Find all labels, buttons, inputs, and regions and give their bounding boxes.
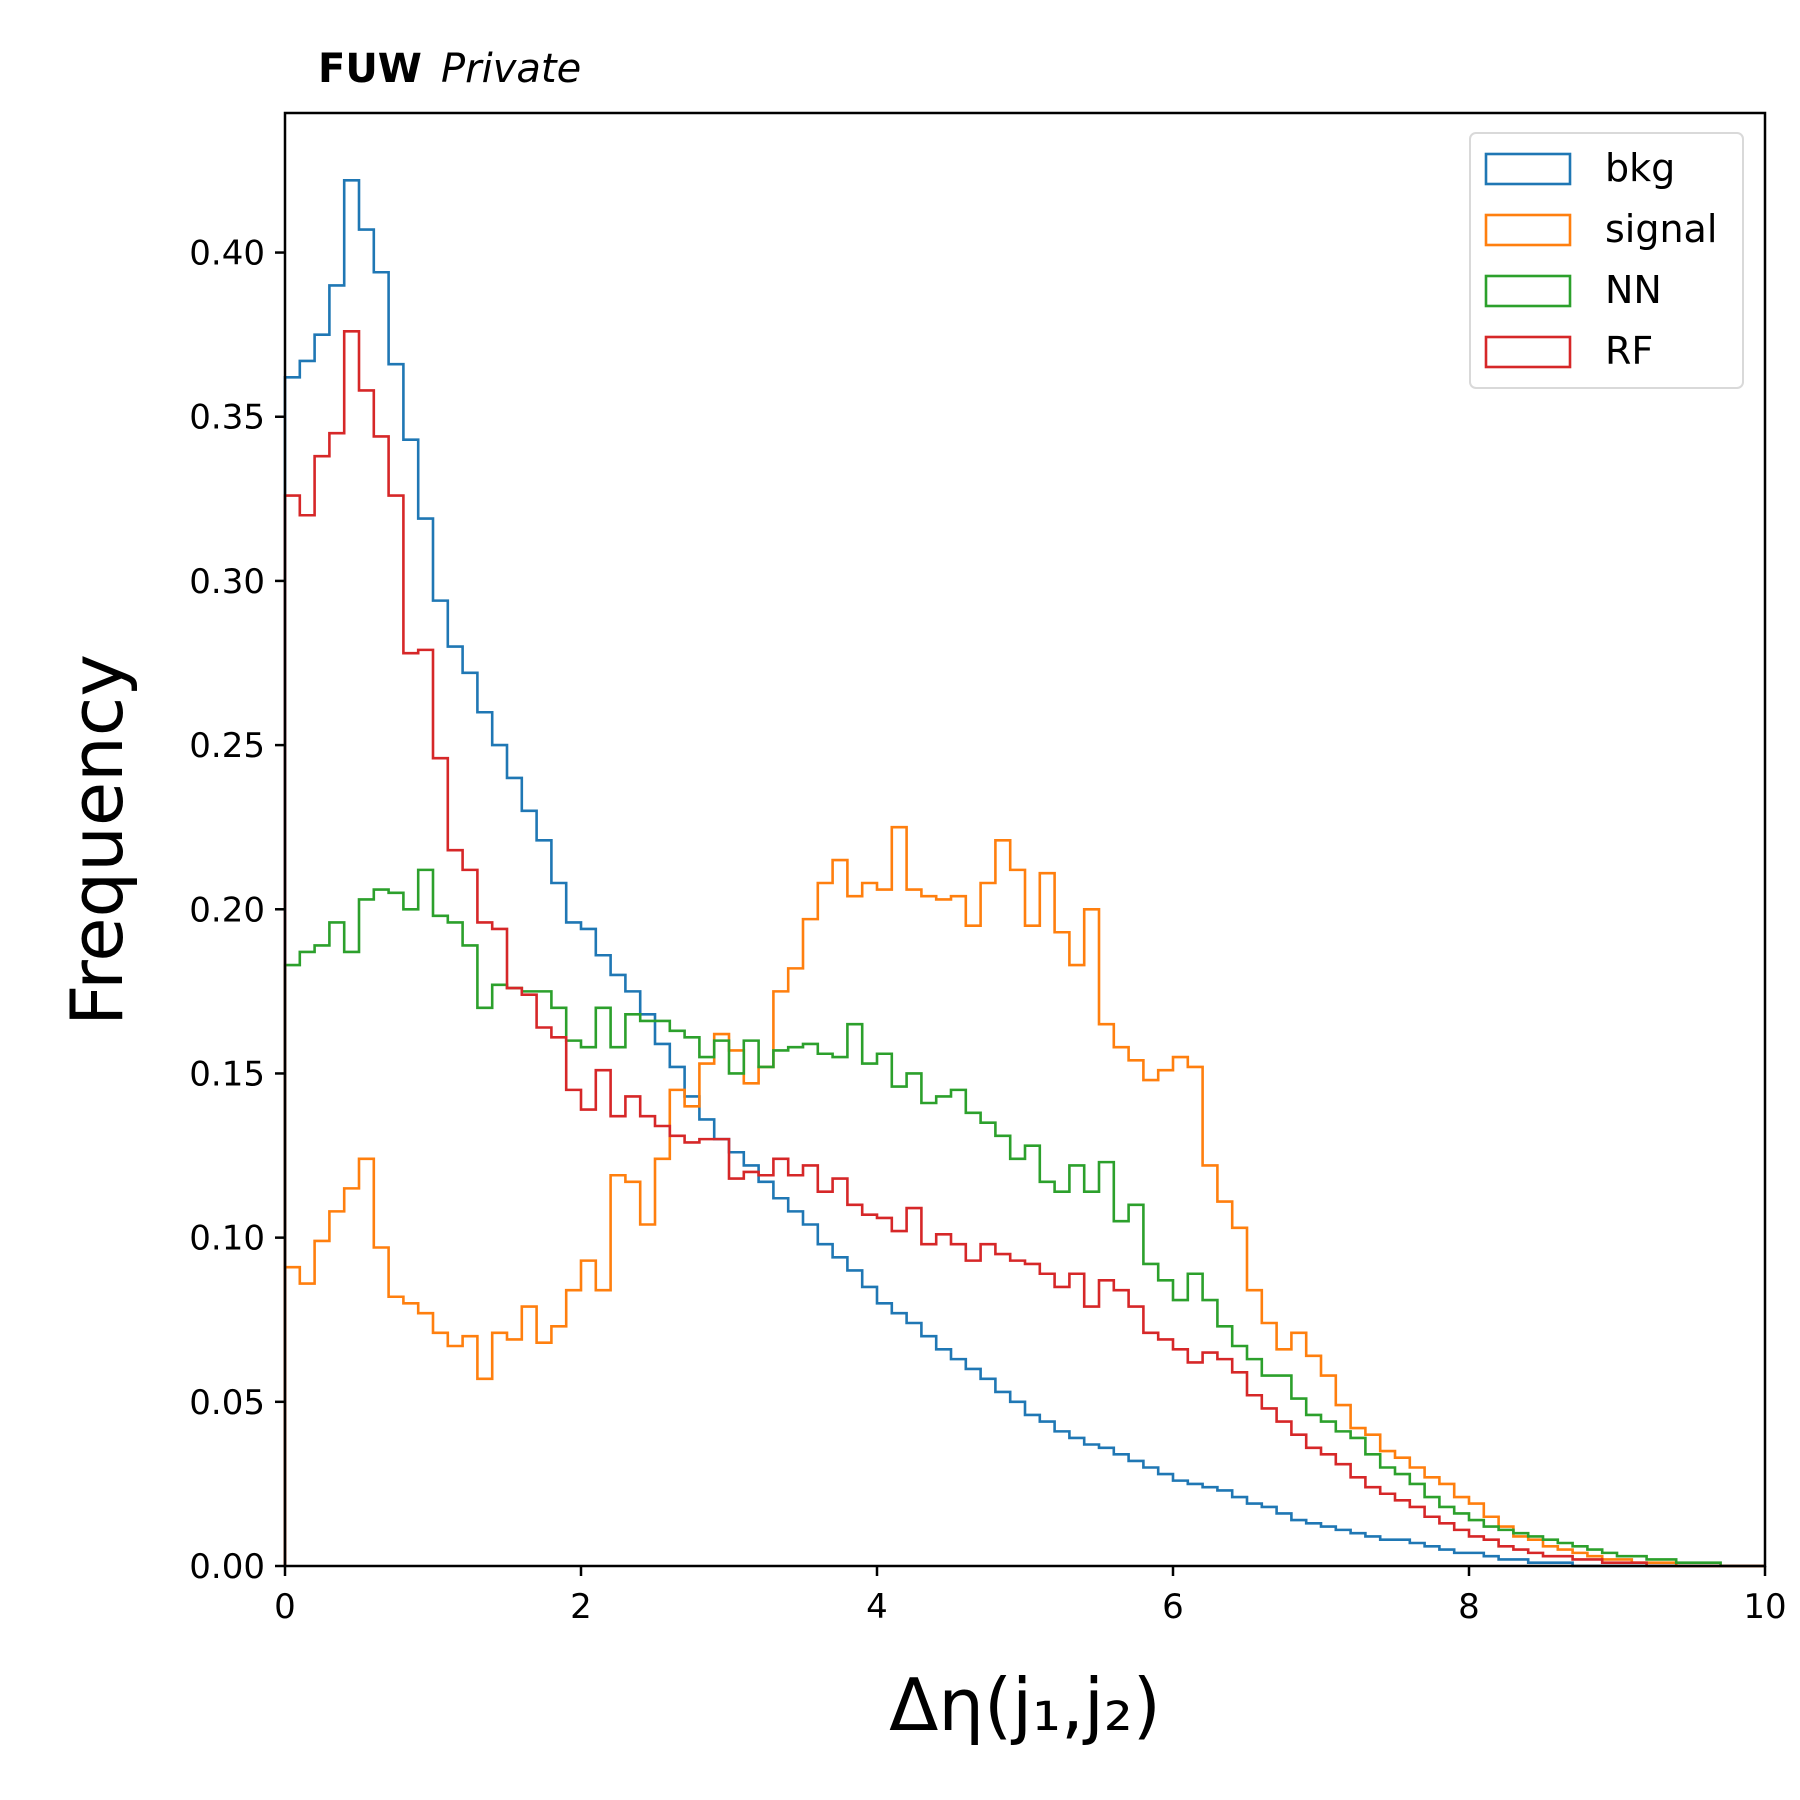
brand-subtitle: Private: [441, 46, 581, 92]
y-tick-label: 0.30: [189, 562, 265, 602]
y-tick-label: 0.10: [189, 1219, 265, 1259]
y-axis-label: Frequency: [55, 654, 139, 1026]
brand-text: FUW: [318, 46, 422, 92]
y-tick-label: 0.35: [189, 398, 265, 438]
series-bkg-step-line: [283, 179, 1765, 1568]
y-tick-label: 0.25: [189, 726, 265, 766]
y-axis: 0.00 0.05 0.10 0.15 0.20 0.25 0.30 0.35 0.40: [189, 234, 285, 1587]
legend-label-signal: signal: [1605, 207, 1717, 251]
x-tick-label: 0: [274, 1587, 296, 1627]
legend-label-rf: RF: [1605, 329, 1653, 373]
legend-box: [1469, 132, 1744, 389]
series-rf-step-line: [283, 330, 1765, 1568]
y-tick-label: 0.05: [189, 1383, 265, 1423]
legend-swatch-signal: [1484, 213, 1572, 247]
legend: bkg signal NN RF: [1469, 132, 1744, 389]
y-tick-label: 0.40: [189, 234, 265, 274]
series-signal-step-line: [283, 825, 1765, 1568]
legend-swatch-nn: [1484, 274, 1572, 308]
legend-swatch-bkg: [1484, 152, 1572, 186]
x-axis-label: Δη(j₁,j₂): [889, 1663, 1161, 1747]
y-tick-label: 0.00: [189, 1547, 265, 1587]
x-tick-label: 8: [1458, 1587, 1480, 1627]
x-tick-label: 2: [570, 1587, 592, 1627]
legend-label-bkg: bkg: [1605, 146, 1675, 190]
chart-brand-label: FUW Private: [318, 46, 581, 92]
x-tick-label: 6: [1162, 1587, 1184, 1627]
x-axis: 0 2 4 6 8 10: [274, 1566, 1787, 1627]
plot-frame: [283, 111, 1767, 1568]
x-tick-label: 10: [1743, 1587, 1786, 1627]
legend-label-nn: NN: [1605, 268, 1662, 312]
y-tick-label: 0.15: [189, 1054, 265, 1094]
y-tick-label: 0.20: [189, 890, 265, 930]
plot-area: [283, 179, 1765, 1568]
legend-swatch-rf: [1484, 335, 1572, 369]
x-tick-label: 4: [866, 1587, 888, 1627]
